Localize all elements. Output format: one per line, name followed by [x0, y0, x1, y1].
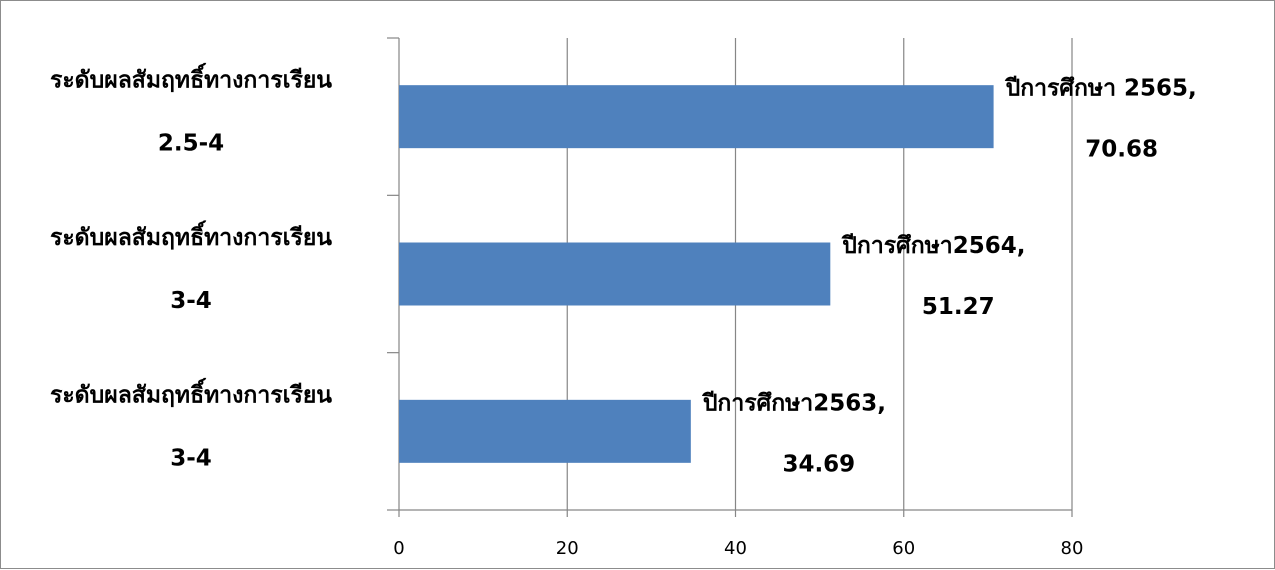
category-label-line2: 3-4 [170, 445, 212, 471]
x-tick-label: 0 [393, 538, 404, 559]
category-label-line2: 3-4 [170, 288, 212, 314]
labels: 0 20 40 60 80 ระดับผลสัมฤทธิ์ทางการเรียน 2.5-4… [50, 63, 1197, 559]
data-label-value: 70.68 [1085, 137, 1158, 163]
category-label-line2: 2.5-4 [158, 131, 224, 157]
bar [399, 242, 831, 306]
data-label-value: 34.69 [782, 451, 855, 477]
category-label-line1: ระดับผลสัมฤทธิ์ทางการเรียน [50, 63, 332, 94]
data-label-name: ปีการศึกษา2564, [841, 233, 1026, 259]
bar [399, 85, 994, 149]
x-tick-label: 60 [892, 538, 915, 559]
x-tick-label: 40 [724, 538, 747, 559]
category-label-line1: ระดับผลสัมฤทธิ์ทางการเรียน [50, 377, 332, 408]
x-tick-label: 20 [556, 538, 579, 559]
x-tick-label: 80 [1061, 538, 1084, 559]
data-label-name: ปีการศึกษา2563, [701, 390, 886, 416]
bars [399, 85, 994, 463]
bar [399, 399, 691, 463]
data-label-name: ปีการศึกษา 2565, [1004, 76, 1197, 102]
data-label-value: 51.27 [922, 294, 995, 320]
category-label-line1: ระดับผลสัมฤทธิ์ทางการเรียน [50, 220, 332, 251]
